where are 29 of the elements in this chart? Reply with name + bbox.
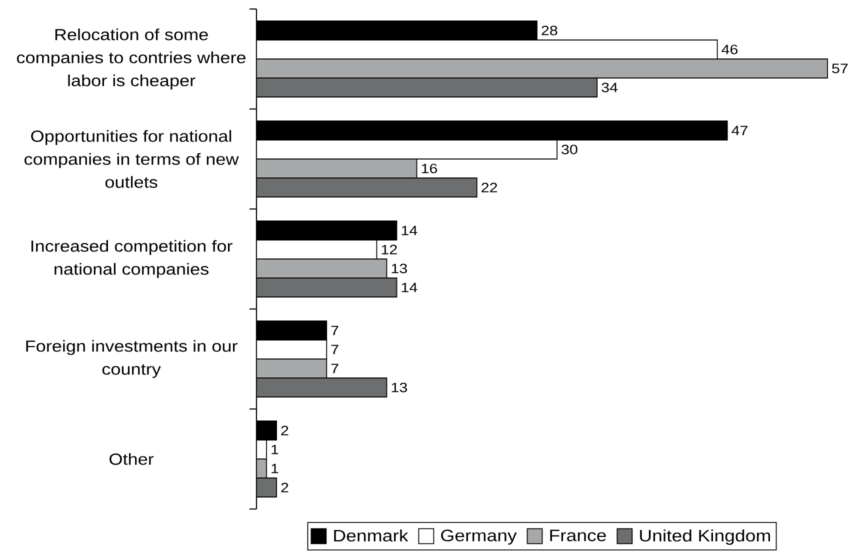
data-label: 13 bbox=[392, 264, 407, 274]
data-label: 2 bbox=[281, 426, 288, 436]
y-tick-label: Relocation of some companies to contries where labor is cheaper bbox=[17, 28, 246, 90]
data-label: 1 bbox=[272, 444, 278, 454]
data-label: 7 bbox=[331, 344, 338, 354]
data-label: 1 bbox=[272, 464, 278, 474]
data-label: 7 bbox=[331, 326, 338, 336]
data-label: 14 bbox=[402, 226, 418, 236]
data-label: 57 bbox=[832, 64, 848, 74]
y-tick-label: Increased competition for national companies bbox=[31, 240, 232, 278]
y-tick-label: Opportunities for national companies in terms of new outlets bbox=[24, 130, 239, 188]
legend-label: United Kingdom bbox=[640, 529, 770, 545]
data-label: 7 bbox=[331, 364, 338, 374]
data-label: 2 bbox=[281, 482, 288, 492]
legend-label: France bbox=[550, 530, 606, 542]
data-label: 47 bbox=[732, 126, 748, 136]
data-label: 28 bbox=[542, 26, 558, 36]
data-label: 16 bbox=[422, 164, 438, 174]
data-label: 46 bbox=[722, 44, 738, 54]
data-label: 12 bbox=[382, 244, 397, 254]
y-tick-label: Foreign investments in our country bbox=[26, 340, 238, 378]
y-tick-label: Other bbox=[110, 453, 154, 465]
data-label: 22 bbox=[482, 182, 498, 192]
data-label: 14 bbox=[402, 282, 418, 292]
data-label: 30 bbox=[562, 144, 578, 154]
legend-label: Germany bbox=[441, 530, 517, 545]
legend-label: Denmark bbox=[334, 529, 408, 542]
data-label: 13 bbox=[392, 382, 407, 392]
data-label: 34 bbox=[602, 82, 618, 92]
